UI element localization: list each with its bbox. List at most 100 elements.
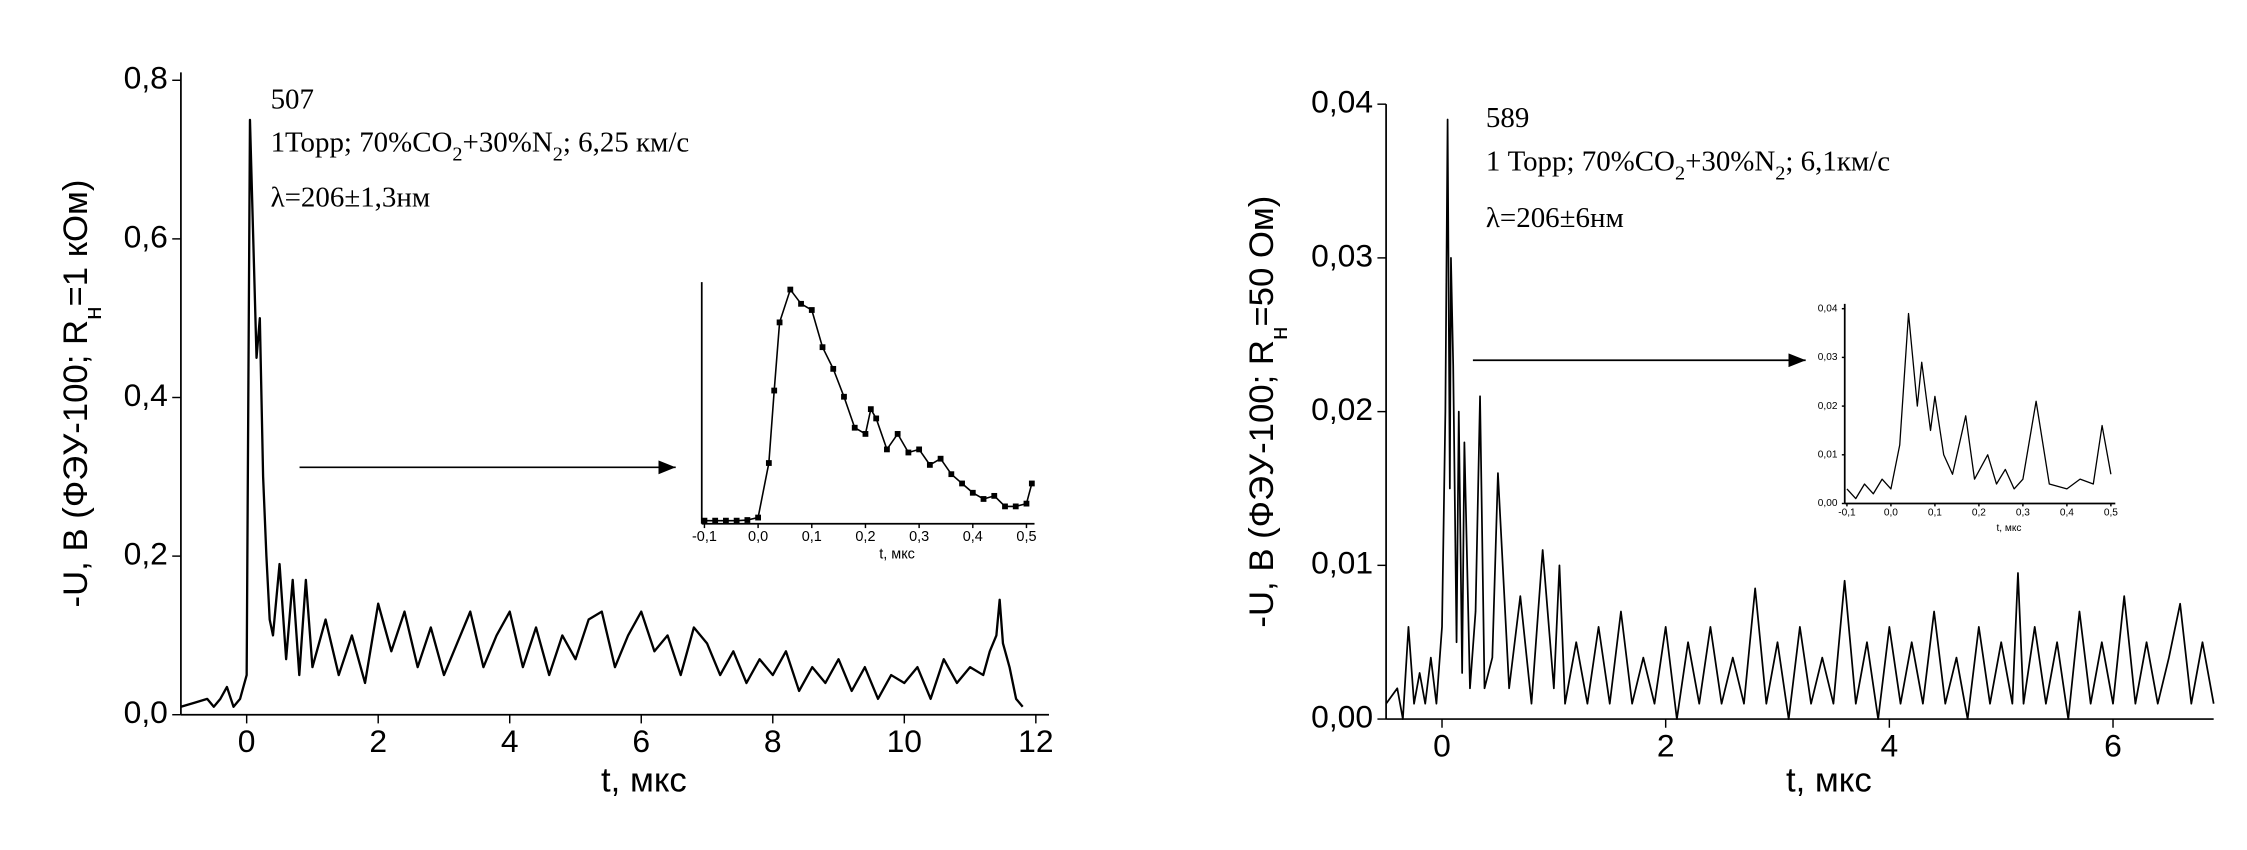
x-tick-label: 10 (887, 723, 922, 759)
marker (776, 319, 783, 326)
x-tick-label: 0,4 (963, 529, 983, 545)
signal-line (704, 288, 1033, 522)
y-tick-label: 0,02 (1818, 401, 1838, 412)
x-tick-label: 6 (632, 723, 650, 759)
x-tick-label: 0,3 (909, 529, 929, 545)
text-part: λ=206±6нм (1486, 202, 1624, 234)
y-axis-label: -U, В (ФЭУ-100; Rн=1 кОм) (57, 180, 107, 608)
x-tick-label: 6 (2104, 727, 2122, 763)
marker (1002, 503, 1008, 510)
x-tick-label: 0,1 (1928, 507, 1942, 518)
text-part: 1 Торр; 70%CO (1486, 145, 1675, 177)
subscript: 2 (553, 143, 563, 165)
marker (948, 471, 955, 478)
marker (808, 307, 815, 313)
y-tick-label: 0,03 (1818, 352, 1838, 363)
marker (1023, 500, 1030, 507)
annotation: 1Торр; 70%CO2+30%N2; 6,25 км/с (271, 126, 690, 165)
annotation: λ=206±1,3нм (271, 181, 431, 213)
y-tick-label: 0,01 (1818, 449, 1838, 460)
marker (701, 517, 708, 524)
x-axis-label: t, мкс (1996, 523, 2021, 534)
x-tick-label: 8 (764, 723, 782, 759)
y-tick-label: 0,6 (124, 218, 168, 254)
marker (926, 461, 933, 468)
x-tick-label: -0,1 (1838, 507, 1856, 518)
marker (969, 489, 976, 496)
y-tick-label: 0,0 (124, 694, 168, 730)
text-part: +30%N (1685, 145, 1775, 177)
marker (765, 460, 772, 466)
x-tick-label: 0 (238, 723, 256, 759)
marker (862, 431, 869, 437)
text-part: =50 Ом) (1243, 196, 1281, 327)
x-tick-label: 0,2 (855, 529, 875, 545)
marker (959, 480, 965, 487)
x-tick-label: 2 (1657, 727, 1675, 763)
x-tick-label: 2 (369, 723, 387, 759)
marker (884, 446, 890, 453)
x-tick-label: 0,0 (748, 529, 768, 545)
x-tick-label: 4 (1880, 727, 1898, 763)
x-tick-label: 0,4 (2060, 507, 2074, 518)
marker (937, 455, 944, 462)
y-tick-label: 0,00 (1311, 698, 1373, 734)
signal-line (1846, 312, 2112, 500)
marker (755, 514, 762, 521)
x-tick-label: 0,0 (1884, 507, 1898, 518)
marker (723, 517, 729, 524)
text-part: +30%N (463, 126, 553, 158)
marker (744, 517, 751, 523)
x-tick-label: 0,3 (2016, 507, 2030, 518)
x-tick-label: 12 (1018, 723, 1053, 759)
y-tick-label: 0,03 (1311, 237, 1373, 273)
subscript: н (1266, 327, 1293, 340)
subscript: н (79, 306, 106, 319)
marker (867, 406, 874, 413)
text-part: λ=206±1,3нм (271, 181, 431, 213)
y-tick-label: 0,2 (124, 536, 168, 572)
marker (771, 387, 778, 394)
annotation: 589 (1486, 102, 1529, 134)
marker (1028, 480, 1035, 487)
x-axis-label: t, мкс (1786, 761, 1872, 799)
y-tick-label: 0,01 (1311, 545, 1373, 581)
x-tick-label: 0 (1433, 727, 1451, 763)
x-tick-label: -0,1 (692, 529, 717, 545)
marker (798, 300, 804, 307)
marker (787, 286, 794, 293)
y-tick-label: 0,02 (1311, 391, 1373, 427)
text-part: 589 (1486, 102, 1529, 134)
marker (733, 517, 740, 524)
marker (894, 431, 901, 437)
y-axis-label: -U, В (ФЭУ-100; Rн=50 Ом) (1243, 196, 1293, 628)
subscript: 2 (452, 143, 462, 165)
marker (873, 415, 880, 422)
marker (916, 446, 923, 453)
marker (905, 449, 912, 456)
subscript: 2 (1675, 162, 1685, 184)
annotation: 507 (271, 83, 314, 115)
x-tick-label: 0,2 (1972, 507, 1986, 518)
y-tick-label: 0,8 (124, 60, 168, 96)
y-tick-label: 0,00 (1818, 498, 1838, 509)
text-part: -U, В (ФЭУ-100; R (1243, 340, 1281, 628)
y-tick-label: 0,04 (1311, 84, 1373, 120)
marker (980, 496, 987, 502)
signal-line (180, 118, 1024, 708)
marker (830, 365, 837, 372)
marker (841, 393, 847, 400)
y-tick-label: 0,4 (124, 377, 168, 413)
x-axis-label: t, мкс (601, 761, 687, 799)
marker (712, 517, 719, 524)
signal-line (1385, 118, 2215, 720)
text-part: =1 кОм) (57, 180, 95, 307)
marker (851, 424, 858, 431)
text-part: -U, В (ФЭУ-100; R (57, 320, 95, 608)
x-tick-label: 4 (501, 723, 519, 759)
text-part: 1Торр; 70%CO (271, 126, 453, 158)
subscript: 2 (1775, 162, 1785, 184)
x-tick-label: 0,5 (2104, 507, 2118, 518)
